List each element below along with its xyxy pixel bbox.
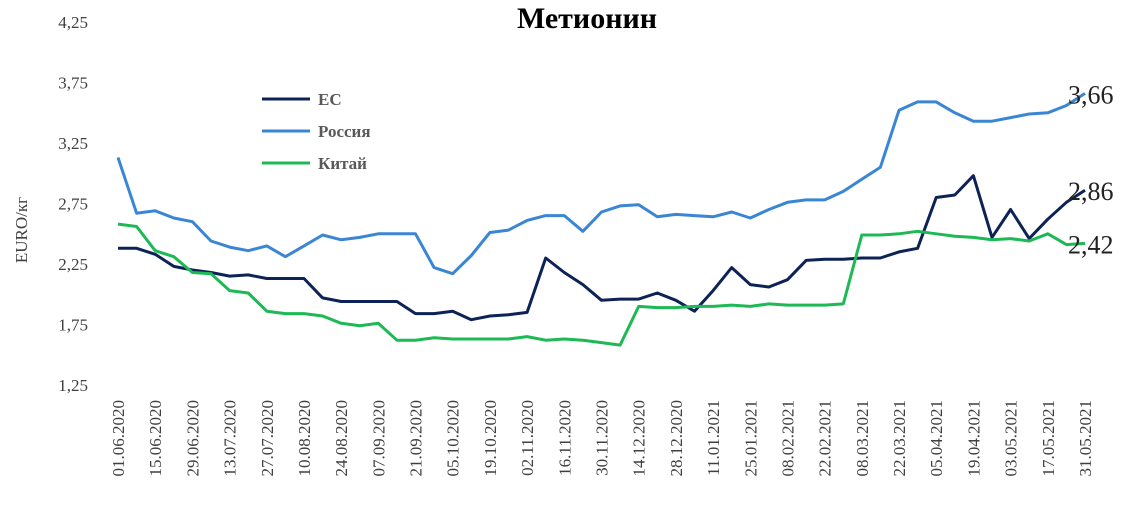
y-axis-label: EURO/кг	[12, 197, 31, 263]
x-tick-label: 08.03.2021	[853, 400, 872, 477]
series-line	[117, 222, 1086, 347]
y-tick-label: 3,75	[58, 74, 88, 93]
x-tick-label: 31.05.2021	[1076, 400, 1095, 477]
y-tick-label: 2,75	[58, 195, 88, 214]
chart-title: Метионин	[517, 2, 657, 35]
x-tick-label: 21.09.2020	[407, 400, 426, 477]
x-tick-label: 19.04.2021	[964, 400, 983, 477]
end-value-label: 3,66	[1068, 80, 1114, 109]
x-tick-label: 10.08.2020	[295, 400, 314, 477]
x-tick-label: 05.04.2021	[927, 400, 946, 477]
end-value-label: 2,42	[1068, 230, 1114, 259]
series-line	[116, 92, 1086, 276]
x-tick-label: 07.09.2020	[369, 400, 388, 477]
x-tick-label: 30.11.2020	[593, 400, 612, 476]
legend-label: ЕС	[318, 90, 342, 109]
y-tick-label: 1,75	[58, 316, 88, 335]
x-tick-label: 17.05.2021	[1039, 400, 1058, 477]
x-tick-label: 24.08.2020	[332, 400, 351, 477]
x-tick-label: 28.12.2020	[667, 400, 686, 477]
x-tick-label: 03.05.2021	[1002, 400, 1021, 477]
legend-label: Китай	[318, 154, 367, 173]
x-tick-label: 14.12.2020	[630, 400, 649, 477]
x-tick-label: 22.03.2021	[890, 400, 909, 477]
y-tick-label: 3,25	[58, 134, 88, 153]
x-tick-label: 13.07.2020	[221, 400, 240, 477]
x-tick-label: 29.06.2020	[183, 400, 202, 477]
x-tick-label: 01.06.2020	[109, 400, 128, 477]
x-tick-label: 15.06.2020	[146, 400, 165, 477]
x-tick-label: 02.11.2020	[518, 400, 537, 476]
y-tick-label: 2,25	[58, 255, 88, 274]
y-tick-label: 1,25	[58, 376, 88, 395]
x-tick-label: 11.01.2021	[704, 400, 723, 476]
y-tick-label: 4,25	[58, 13, 88, 32]
x-tick-label: 19.10.2020	[481, 400, 500, 477]
x-tick-label: 27.07.2020	[258, 400, 277, 477]
legend-label: Россия	[318, 122, 371, 141]
x-tick-label: 16.11.2020	[555, 400, 574, 476]
x-tick-label: 22.02.2021	[816, 400, 835, 477]
x-tick-label: 08.02.2021	[778, 400, 797, 477]
x-tick-label: 05.10.2020	[444, 400, 463, 477]
end-value-label: 2,86	[1068, 177, 1114, 206]
x-tick-label: 25.01.2021	[741, 400, 760, 477]
